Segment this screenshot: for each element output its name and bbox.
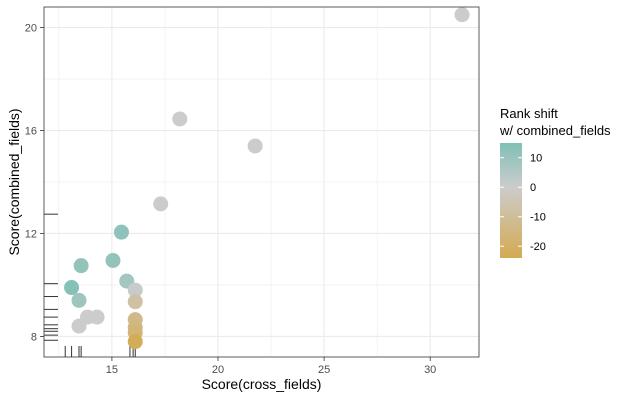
grid-lines xyxy=(44,7,479,357)
legend-tick-label: 10 xyxy=(530,153,542,165)
x-tick-label: 30 xyxy=(424,364,436,376)
color-legend: Rank shift w/ combined_fields 10 0 -10 -20 xyxy=(499,106,611,258)
data-point xyxy=(105,252,121,268)
y-tick-label: 16 xyxy=(25,126,37,138)
y-tick-label: 12 xyxy=(25,228,37,240)
x-axis-ticks: 15 20 25 30 xyxy=(106,357,436,376)
legend-ticks: 10 0 -10 -20 xyxy=(500,153,546,253)
y-tick-label: 20 xyxy=(25,23,37,35)
y-axis-title: Score(combined_fields) xyxy=(6,108,22,255)
data-point xyxy=(89,309,105,325)
legend-title-line1: Rank shift xyxy=(500,106,558,121)
x-tick-label: 20 xyxy=(212,364,224,376)
data-point xyxy=(113,224,129,240)
x-axis-title: Score(cross_fields) xyxy=(202,376,322,392)
data-points xyxy=(64,7,470,350)
data-point xyxy=(71,318,87,334)
panel-border xyxy=(43,6,480,358)
legend-tick-label: -10 xyxy=(530,212,546,224)
legend-colorbar xyxy=(500,143,522,258)
data-point xyxy=(64,280,80,296)
y-axis-ticks: 8 12 16 20 xyxy=(25,23,44,343)
data-point xyxy=(71,292,87,308)
legend-tick-label: 0 xyxy=(530,182,536,194)
data-point xyxy=(153,196,169,212)
y-tick-label: 8 xyxy=(31,331,37,343)
x-tick-label: 15 xyxy=(106,364,118,376)
data-point xyxy=(73,258,89,274)
data-point xyxy=(454,7,470,23)
data-point xyxy=(172,111,188,127)
data-point xyxy=(127,294,143,310)
legend-title-line2: w/ combined_fields xyxy=(499,123,611,138)
data-point xyxy=(127,282,143,298)
data-point xyxy=(247,138,263,154)
data-point xyxy=(127,334,143,350)
x-tick-label: 25 xyxy=(318,364,330,376)
legend-tick-label: -20 xyxy=(530,241,546,253)
